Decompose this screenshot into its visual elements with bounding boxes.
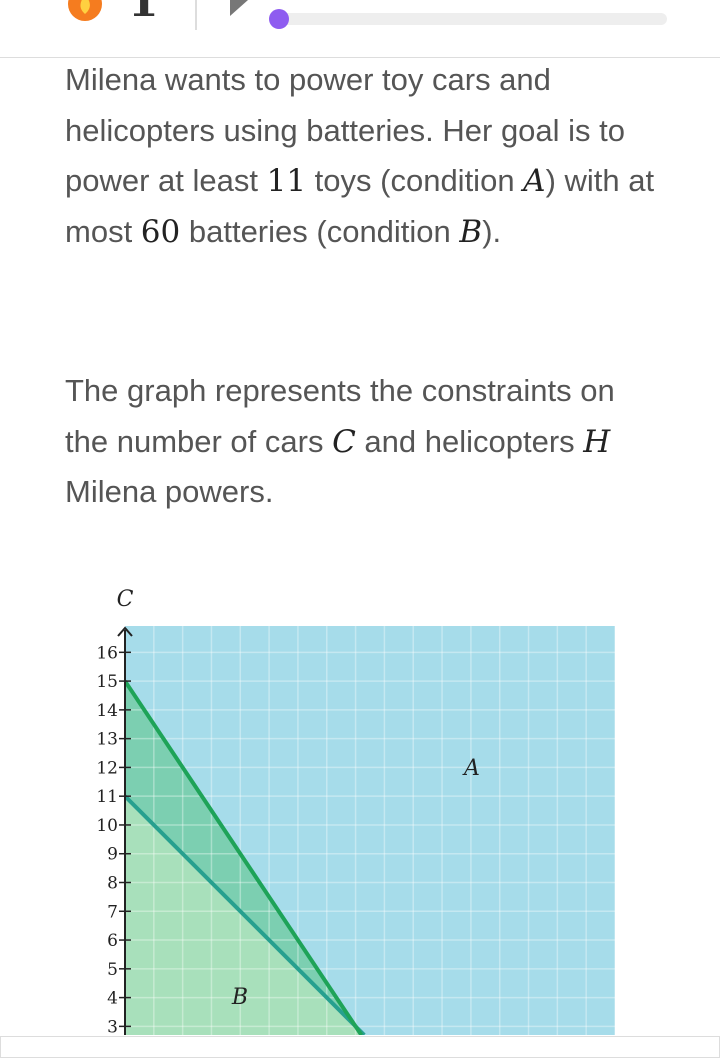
math: H [583, 423, 611, 460]
y-tick-label: 4 [107, 989, 118, 1009]
y-tick-label: 6 [107, 931, 118, 951]
text: The graph represents the constraints on … [65, 373, 615, 459]
math: 60 [140, 213, 181, 250]
text: Milena wants to power toy cars and helic… [65, 62, 626, 198]
text: and helicopters [355, 423, 584, 459]
y-axis-label: C [117, 587, 134, 612]
flame [80, 0, 90, 14]
text: ). [482, 213, 502, 249]
y-tick-label: 9 [107, 845, 118, 865]
y-tick-label: 11 [96, 787, 118, 807]
math: 11 [266, 163, 307, 199]
paragraph: The graph represents the constraints on … [65, 366, 655, 518]
progress-bar [275, 13, 667, 25]
axis-arrow [117, 626, 133, 637]
constraint-line [125, 794, 358, 1028]
constraint-line [125, 679, 358, 1028]
top-bar-icons [68, 0, 667, 30]
y-tick-label: 13 [96, 730, 118, 750]
region-label: B [231, 985, 248, 1010]
math: A [523, 163, 546, 199]
paragraph: Milena wants to power toy cars and helic… [65, 55, 665, 257]
y-tick-label: 15 [96, 672, 118, 692]
y-tick-label: 3 [107, 1017, 118, 1037]
y-tick-label: 8 [107, 874, 118, 894]
y-tick-label: 14 [96, 701, 118, 721]
streak-count: 1 [128, 0, 159, 27]
math: B [459, 213, 483, 250]
y-tick-label: 16 [96, 643, 118, 663]
y-tick-label: 7 [107, 902, 118, 922]
y-tick-label: 10 [96, 816, 118, 836]
region-label: A [462, 756, 480, 781]
text: Milena powers. [65, 474, 274, 509]
math: C [332, 423, 356, 460]
plot-area [125, 626, 615, 1035]
y-tick-label: 5 [107, 960, 118, 980]
top-bar: 1 [0, 0, 720, 58]
text: batteries (condition [180, 213, 460, 249]
region-b [125, 681, 362, 1035]
y-tick-label: 12 [96, 758, 118, 778]
constraint-extension [354, 1024, 366, 1035]
text: ) with at most [65, 163, 655, 249]
progress-dot [269, 9, 289, 29]
constraint-extension [353, 1025, 364, 1035]
text: toys (condition [306, 163, 524, 198]
region-a [125, 626, 615, 1035]
bottom-bar [0, 1036, 720, 1058]
play-icon [230, 0, 248, 16]
